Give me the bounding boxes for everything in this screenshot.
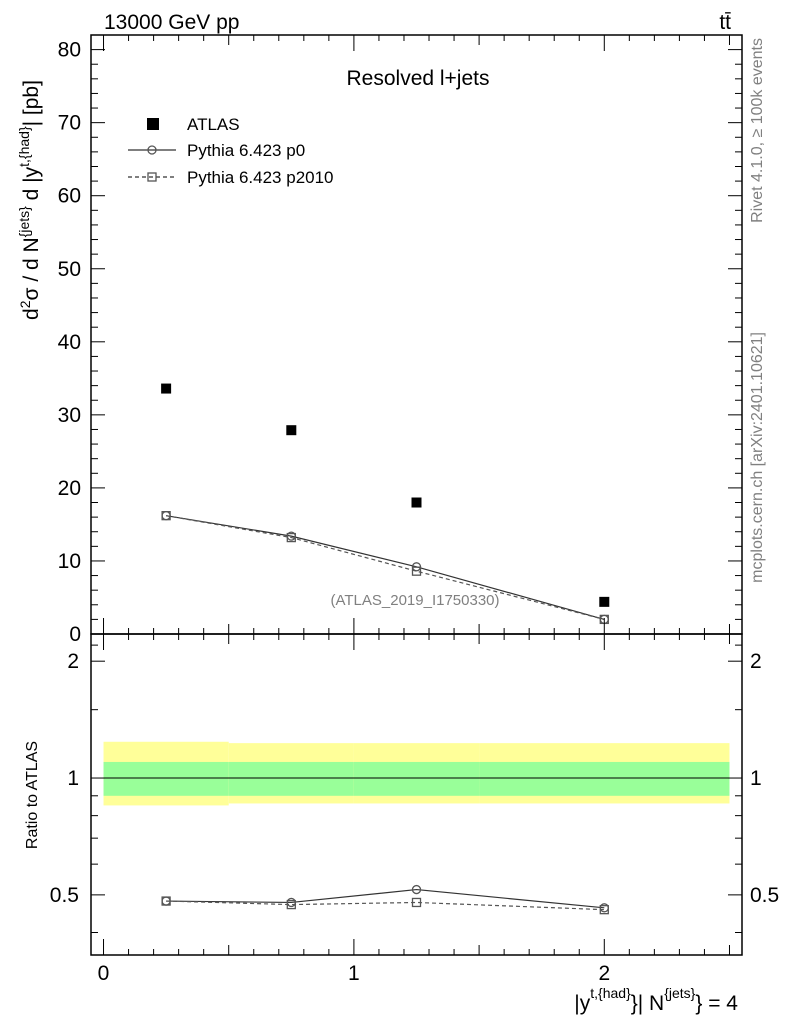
legend-marker xyxy=(147,172,157,182)
uncertainty-band-inner xyxy=(353,761,480,796)
main-y-tick-label: 70 xyxy=(58,112,81,135)
ratio-y-tick-label: 2 xyxy=(67,650,79,673)
ratio-series-1-line xyxy=(166,888,605,909)
uncertainty-band-inner xyxy=(479,761,730,796)
main-y-axis-label: d2σ / d N{jets} d |yt,{had}| [pb] xyxy=(16,80,43,320)
main-y-tick-label: 80 xyxy=(58,39,81,62)
main-series-3-point xyxy=(286,532,296,543)
ratio-series-1-point xyxy=(411,884,422,895)
main-series-1-point xyxy=(286,425,297,436)
ratio-y-tick-label-right: 1 xyxy=(750,767,762,790)
energy-label: 13000 GeV pp xyxy=(104,11,239,34)
x-tick-label: 2 xyxy=(598,962,610,985)
ratio-plot-frame xyxy=(90,633,743,956)
main-series-3-point xyxy=(411,566,422,576)
x-axis-label: |yt,{had}}| N{jets}} = 4 xyxy=(574,985,738,1015)
ratio-series-2-line xyxy=(166,900,605,911)
ratio-series-2-point xyxy=(599,905,609,915)
legend-marker xyxy=(147,145,157,155)
plot-title: Resolved l+jets xyxy=(347,67,490,90)
ratio-y-tick-label: 0.5 xyxy=(50,884,79,907)
main-plot-panel: 0 10 20 30 40 50 60 70 80 Resolved l+jets (ATLAS… xyxy=(16,34,743,646)
main-y-tick-label: 0 xyxy=(69,623,81,646)
ratio-series-2-point xyxy=(411,897,422,908)
main-series-1-point xyxy=(411,497,422,508)
main-series-1-point xyxy=(599,596,610,607)
main-y-tick-label: 60 xyxy=(58,185,81,208)
x-tick-label: 1 xyxy=(348,962,360,985)
main-y-tick-label: 50 xyxy=(58,258,81,281)
main-y-tick-label: 20 xyxy=(58,477,81,500)
main-series-3-point xyxy=(161,511,171,521)
uncertainty-band-inner xyxy=(103,761,229,796)
main-y-tick-label: 40 xyxy=(58,331,81,354)
legend-marker xyxy=(147,118,159,130)
ratio-series-2-point xyxy=(161,896,171,906)
ratio-y-tick-label-right: 2 xyxy=(750,650,762,673)
process-label: tt̄ xyxy=(719,11,731,34)
analysis-watermark: (ATLAS_2019_I1750330) xyxy=(330,592,499,609)
legend: ATLAS Pythia 6.423 p0 Pythia 6.423 p2010 xyxy=(128,115,334,187)
main-series-1-point xyxy=(161,383,172,394)
ratio-y-tick-label-right: 0.5 xyxy=(750,884,779,907)
x-tick-label: 0 xyxy=(98,962,110,985)
legend-label: ATLAS xyxy=(187,115,240,134)
ratio-y-axis-label: Ratio to ATLAS xyxy=(24,741,41,849)
legend-label: Pythia 6.423 p0 xyxy=(187,141,305,160)
uncertainty-band-inner xyxy=(228,761,354,796)
main-series-2-line xyxy=(166,515,605,620)
ratio-series-2-point xyxy=(286,899,296,910)
legend-label: Pythia 6.423 p2010 xyxy=(187,168,334,187)
main-y-tick-label: 10 xyxy=(58,550,81,573)
rivet-label: Rivet 4.1.0, ≥ 100k events xyxy=(749,38,766,223)
ratio-y-tick-label: 1 xyxy=(67,767,79,790)
ratio-plot-panel: 0.5 0.5 1 1 2 2 0 1 2 Ratio to ATLAS |yt,{had}}|… xyxy=(24,633,779,1015)
main-y-tick-label: 30 xyxy=(58,404,81,427)
main-series-3-line xyxy=(166,515,605,620)
mcplots-label: mcplots.cern.ch [arXiv:2401.10621] xyxy=(749,332,766,583)
